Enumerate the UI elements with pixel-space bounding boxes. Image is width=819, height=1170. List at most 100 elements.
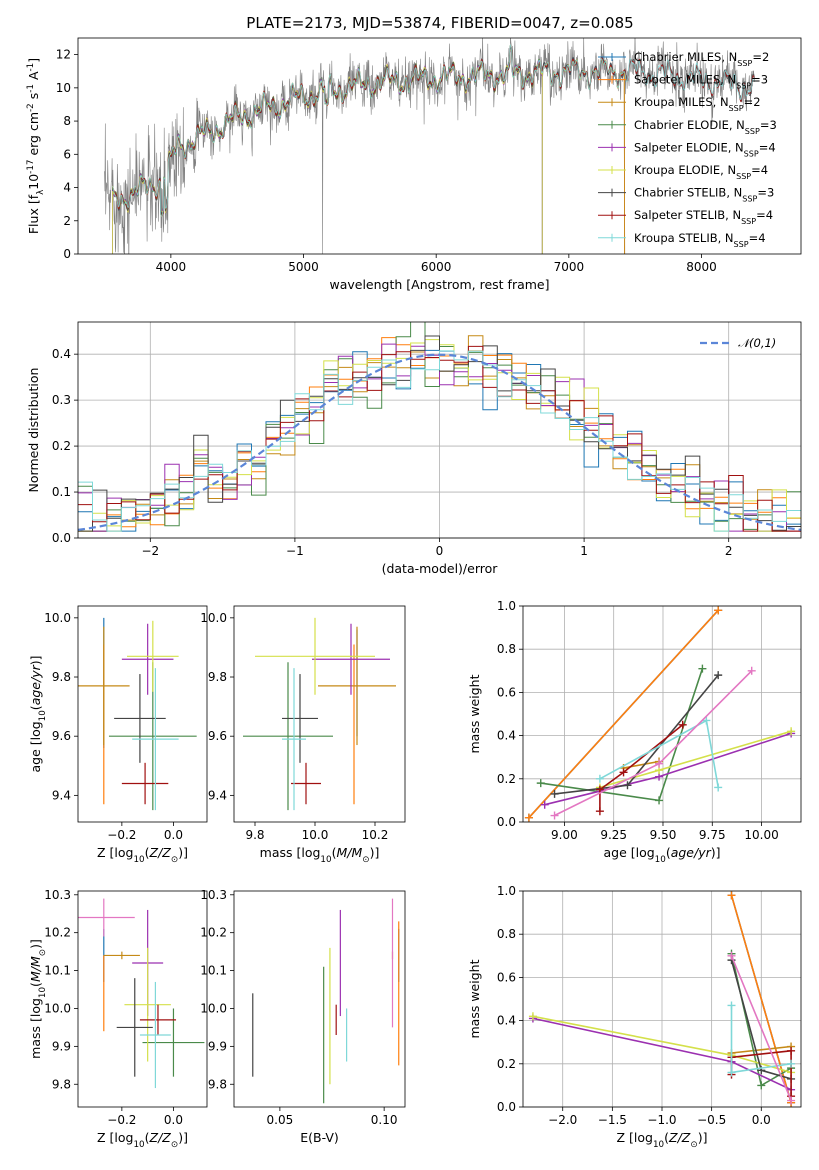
weight-marker-6 (623, 781, 632, 790)
mass-vs-Z-xlabel: Z [log10(Z/Z⊙)] (97, 1130, 188, 1150)
spectrum-xtick-label: 6000 (421, 260, 452, 274)
legend-entry: Chabrier ELODIE, NSSP=3 (634, 118, 777, 136)
age-vs-Z-ytick-label: 9.6 (52, 729, 71, 743)
age-vs-mass-ytick-label: 9.8 (208, 670, 227, 684)
weight-vs-age-axes: 9.00 9.25 9.50 9.75 10.00 0.0 0.2 0.4 0.6 0.8 1.0 a… (467, 599, 802, 865)
spectrum-ytick-label: 10 (56, 81, 71, 95)
weight-vs-Z-xtick-label: 0.0 (752, 1113, 771, 1127)
spectrum-frame (77, 37, 802, 255)
age-vs-mass-xtick-label: 9.8 (245, 828, 264, 842)
weight-vs-age-ytick-label: 0.8 (497, 642, 516, 656)
age-vs-mass-ytick-label: 9.6 (208, 729, 227, 743)
weight-line-4 (544, 732, 792, 806)
mass-vs-Z-ylabel: mass [log10(M/M⊙)] (28, 939, 48, 1059)
residuals-ytick-label: 0.3 (52, 393, 71, 407)
spectrum-ytick-label: 4 (63, 181, 71, 195)
weight-marker-3 (655, 796, 664, 805)
weight-vs-age-ylabel: mass weight (467, 674, 482, 753)
legend-entry: Salpeter STELIB, NSSP=4 (634, 208, 773, 226)
model-spectrum-8 (112, 44, 755, 217)
residuals-xtick-label: 2 (725, 544, 733, 558)
residuals-ytick-label: 0.2 (52, 439, 71, 453)
spectrum-xtick-label: 4000 (156, 260, 187, 274)
legend-entry: Chabrier MILES, NSSP=2 (634, 50, 769, 68)
age-vs-Z-frame (77, 605, 208, 823)
age-vs-Z-ytick-label: 9.4 (52, 788, 71, 802)
mass-vs-EBV-xlabel: E(B-V) (300, 1130, 339, 1145)
age-vs-mass-xtick-label: 10.2 (362, 828, 389, 842)
weight-line-9 (730, 955, 792, 1101)
plots-layer: 4000 5000 6000 7000 8000024681012wavelength … (26, 37, 802, 1150)
weight-marker-4 (540, 800, 549, 809)
age-vs-mass-ytick-label: 10.0 (200, 611, 227, 625)
weight-marker-5 (787, 727, 796, 736)
weight-vs-age-xtick-label: 10.00 (744, 828, 778, 842)
weight-marker-6 (550, 789, 559, 798)
weight-marker-1 (714, 606, 723, 615)
weight-vs-age-ytick-label: 1.0 (497, 599, 516, 613)
age-vs-Z-xtick-label: −0.2 (107, 828, 136, 842)
mass-vs-EBV-xtick-label: 0.10 (371, 1113, 398, 1127)
age-vs-Z-axes: −0.2 0.0 9.4 9.6 9.8 10.0 Z [log10(Z/Z⊙)] age [… (28, 605, 208, 865)
gaussian-curve (78, 353, 801, 531)
weight-vs-age-plot-area (524, 606, 796, 822)
residual-histogram-8 (78, 350, 801, 532)
spectrum-ytick-label: 8 (63, 114, 71, 128)
mass-vs-Z-ytick-label: 9.9 (52, 1039, 71, 1053)
spectrum-ytick-label: 6 (63, 147, 71, 161)
mass-vs-Z-frame (77, 890, 208, 1108)
mass-vs-EBV-ytick-label: 9.8 (208, 1077, 227, 1091)
mass-vs-EBV-frame (233, 890, 406, 1108)
weight-marker-1 (524, 813, 533, 822)
legend-entry: Chabrier STELIB, NSSP=3 (634, 186, 774, 204)
weight-marker-8 (702, 716, 711, 725)
weight-vs-age-xlabel: age [log10(age/yr)] (603, 845, 720, 865)
residual-legend: 𝒩(0,1) (700, 336, 776, 350)
age-vs-Z-plot-area (78, 617, 197, 811)
weight-marker-8 (595, 774, 604, 783)
age-vs-mass-xlabel: mass [log10(M/M⊙)] (260, 845, 380, 865)
weight-vs-Z-ytick-label: 0.2 (497, 1057, 516, 1071)
weight-vs-age-ytick-label: 0.4 (497, 729, 516, 743)
weight-marker-3 (757, 1081, 766, 1090)
age-vs-Z-ytick-label: 9.8 (52, 670, 71, 684)
spectrum-xtick-label: 8000 (686, 260, 717, 274)
residuals-ytick-label: 0.0 (52, 531, 71, 545)
weight-marker-9 (655, 759, 664, 768)
weight-vs-Z-xtick-label: −0.5 (697, 1113, 726, 1127)
weight-marker-3 (536, 779, 545, 788)
mass-vs-Z-ytick-label: 10.3 (44, 888, 71, 902)
mass-vs-EBV-ytick-label: 10.1 (200, 964, 227, 978)
weight-vs-Z-xtick-label: −1.5 (598, 1113, 627, 1127)
residuals-xlabel: (data-model)/error (382, 561, 499, 576)
age-vs-mass-axes: 9.8 10.0 10.2 9.4 9.6 9.8 10.0 mass [log10(M/M⊙… (200, 605, 406, 865)
mass-vs-EBV-ytick-label: 10.0 (200, 1001, 227, 1015)
weight-marker-9 (747, 666, 756, 675)
weight-marker-5 (528, 1012, 537, 1021)
weight-marker-9 (550, 811, 559, 820)
residuals-ytick-label: 0.4 (52, 347, 71, 361)
residuals-xtick-label: −2 (141, 544, 159, 558)
weight-vs-age-xtick-label: 9.25 (600, 828, 627, 842)
weight-marker-7 (619, 768, 628, 777)
weight-marker-8 (787, 1059, 796, 1068)
mass-vs-EBV-xtick-label: 0.05 (267, 1113, 294, 1127)
mass-vs-EBV-ytick-label: 10.3 (200, 888, 227, 902)
age-vs-mass-xtick-label: 10.0 (302, 828, 329, 842)
weight-vs-age-ytick-label: 0.6 (497, 685, 516, 699)
weight-marker-7 (787, 1046, 796, 1055)
weight-marker-9 (787, 1096, 796, 1105)
spectrum-xtick-label: 5000 (288, 260, 319, 274)
age-vs-Z-ylabel: age [log10(age/yr)] (28, 655, 48, 772)
mass-vs-Z-ytick-label: 9.8 (52, 1077, 71, 1091)
legend-entry: 𝒩(0,1) (738, 336, 776, 350)
weight-vs-age-xtick-label: 9.50 (650, 828, 677, 842)
residuals-axes: −2 −1 0 1 2 0.0 0.1 0.2 0.3 0.4 (data-model)/error… (26, 321, 802, 576)
age-vs-mass-frame (233, 605, 406, 823)
age-vs-Z-ytick-label: 10.0 (44, 611, 71, 625)
spectrum-ytick-label: 12 (56, 48, 71, 62)
residuals-ylabel: Normed distribution (26, 368, 41, 493)
weight-marker-6 (714, 671, 723, 680)
weight-vs-age-frame (522, 605, 802, 823)
